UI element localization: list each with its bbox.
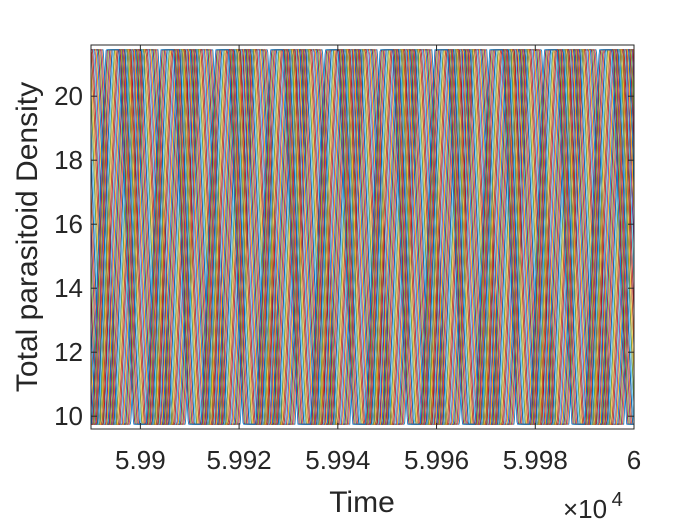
x-tick-label: 5.99 xyxy=(115,445,166,475)
y-tick-label: 10 xyxy=(54,401,83,431)
x-tick-label: 5.992 xyxy=(207,445,272,475)
x-tick-label: 5.994 xyxy=(305,445,370,475)
x-axis-label: Time xyxy=(329,486,395,519)
plot-frame xyxy=(90,44,635,430)
x-axis-exponent-power: 4 xyxy=(612,489,623,511)
x-tick-label: 5.998 xyxy=(503,445,568,475)
x-axis-exponent: ×10 4 xyxy=(563,489,623,524)
y-tick-label: 12 xyxy=(54,337,83,367)
x-axis-ticks: 5.99 5.992 5.994 5.996 5.998 6 xyxy=(115,45,641,475)
x-axis-exponent-base: ×10 xyxy=(563,494,607,524)
y-axis-label: Total parasitoid Density xyxy=(11,82,44,392)
series-group xyxy=(91,49,634,425)
y-tick-label: 16 xyxy=(54,209,83,239)
series-line xyxy=(91,49,634,425)
y-tick-label: 20 xyxy=(54,81,83,111)
y-axis-ticks: 10 12 14 16 18 20 xyxy=(54,81,634,431)
y-tick-label: 14 xyxy=(54,273,83,303)
x-tick-label: 6 xyxy=(627,445,641,475)
x-tick-label: 5.996 xyxy=(404,445,469,475)
y-tick-label: 18 xyxy=(54,145,83,175)
